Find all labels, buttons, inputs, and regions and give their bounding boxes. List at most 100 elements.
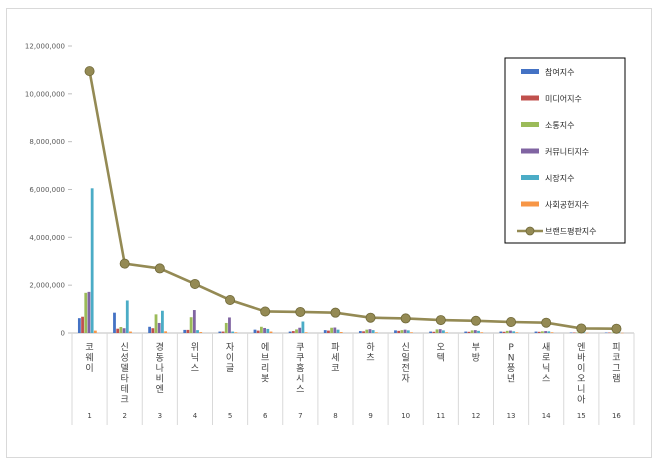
point-brand-reputation-경동나비엔 [154, 263, 165, 274]
bar-참여지수-오텍 [429, 331, 433, 333]
point-brand-reputation-자이글 [225, 294, 236, 305]
bar-커뮤니티지수-코웨이 [87, 291, 91, 333]
bar-시장지수-코웨이 [90, 188, 94, 333]
bar-참여지수-새로닉스 [534, 331, 538, 333]
x-rank-label: 12 [471, 412, 480, 420]
bar-참여지수-자이글 [218, 331, 222, 333]
bar-시장지수-PN풍년 [512, 331, 516, 333]
bar-미디어지수-파세코 [327, 330, 330, 333]
bar-사회공헌지수-신일전자 [410, 332, 413, 333]
legend-label: 사회공헌지수 [545, 201, 589, 210]
bar-시장지수-엔바이오니아 [582, 332, 586, 334]
x-rank-label: 1 [87, 412, 91, 420]
bar-커뮤니티지수-자이글 [228, 317, 231, 333]
bar-참여지수-쿠쿠홈시스 [288, 331, 292, 333]
bar-미디어지수-위닉스 [186, 329, 190, 333]
x-rank-label: 13 [507, 412, 516, 420]
bar-소통지수-신일전자 [400, 330, 404, 333]
y-tick-label: 0 [61, 330, 65, 338]
bar-미디어지수-피코그램 [608, 332, 611, 334]
legend-label: 미디어지수 [545, 94, 582, 104]
bar-시장지수-파세코 [336, 329, 340, 333]
x-rank-label: 16 [612, 412, 621, 420]
bar-참여지수-신성델타테크 [113, 312, 116, 333]
x-rank-label: 4 [193, 412, 198, 420]
legend-label: 시장지수 [545, 173, 574, 183]
x-rank-label: 11 [436, 412, 445, 420]
bar-사회공헌지수-PN풍년 [515, 332, 519, 333]
point-brand-reputation-PN풍년 [506, 316, 517, 327]
bar-시장지수-새로닉스 [547, 331, 551, 333]
bar-사회공헌지수-새로닉스 [550, 332, 554, 333]
bar-참여지수-신일전자 [394, 330, 397, 333]
bar-커뮤니티지수-에브리봇 [263, 327, 266, 333]
bar-커뮤니티지수-하츠 [368, 329, 372, 333]
bar-커뮤니티지수-위닉스 [192, 310, 196, 333]
point-brand-reputation-부방 [470, 315, 481, 326]
bar-시장지수-오텍 [442, 330, 445, 333]
point-brand-reputation-코웨이 [84, 66, 95, 77]
bar-미디어지수-에브리봇 [256, 330, 260, 333]
bar-소통지수-신성델타테크 [119, 327, 123, 333]
bar-커뮤니티지수-경동나비엔 [157, 322, 161, 333]
bar-소통지수-코웨이 [84, 292, 88, 333]
y-tick-label: 2,000,000 [29, 282, 65, 290]
bar-소통지수-자이글 [224, 322, 228, 333]
bar-참여지수-경동나비엔 [148, 326, 152, 333]
point-brand-reputation-에브리봇 [260, 306, 271, 317]
point-brand-reputation-신성델타테크 [119, 258, 130, 269]
bar-사회공헌지수-경동나비엔 [164, 331, 168, 333]
x-rank-label: 15 [577, 412, 586, 420]
bar-커뮤니티지수-PN풍년 [509, 330, 512, 333]
bar-참여지수-에브리봇 [253, 329, 257, 333]
bar-참여지수-피코그램 [604, 332, 608, 334]
bar-미디어지수-부방 [467, 331, 471, 333]
bar-사회공헌지수-하츠 [374, 332, 378, 333]
y-tick-label: 10,000,000 [25, 90, 65, 98]
point-brand-reputation-쿠쿠홈시스 [295, 306, 306, 317]
bar-시장지수-경동나비엔 [161, 310, 164, 333]
bar-미디어지수-코웨이 [81, 316, 84, 333]
legend-swatch-사회공헌지수 [521, 201, 539, 207]
bar-참여지수-코웨이 [77, 318, 81, 333]
bar-참여지수-하츠 [358, 331, 362, 333]
bar-참여지수-부방 [464, 331, 468, 333]
line-brand-reputation [88, 70, 617, 330]
bar-사회공헌지수-파세코 [339, 332, 343, 333]
bar-시장지수-쿠쿠홈시스 [301, 321, 305, 333]
bar-사회공헌지수-엔바이오니아 [585, 332, 589, 334]
bar-소통지수-파세코 [330, 327, 334, 333]
legend-label: 브랜드평판지수 [545, 226, 597, 236]
bar-소통지수-쿠쿠홈시스 [295, 329, 298, 333]
x-rank-label: 3 [158, 412, 162, 420]
x-rank-label: 8 [333, 412, 337, 420]
bar-미디어지수-하츠 [362, 331, 365, 333]
bar-시장지수-신일전자 [406, 330, 410, 333]
bar-시장지수-에브리봇 [266, 328, 270, 333]
bar-미디어지수-신성델타테크 [116, 328, 120, 333]
bar-미디어지수-경동나비엔 [151, 328, 155, 333]
legend-swatch-소통지수 [521, 122, 539, 127]
bar-소통지수-오텍 [435, 329, 439, 333]
legend-swatch-시장지수 [521, 175, 539, 180]
bar-미디어지수-자이글 [221, 331, 225, 333]
bar-커뮤니티지수-신일전자 [403, 329, 407, 333]
point-brand-reputation-엔바이오니아 [576, 323, 587, 334]
bar-소통지수-에브리봇 [259, 326, 263, 333]
x-rank-label: 6 [263, 412, 268, 420]
point-brand-reputation-피코그램 [611, 323, 622, 334]
x-rank-label: 2 [122, 412, 126, 420]
bar-참여지수-위닉스 [183, 329, 187, 333]
bar-미디어지수-오텍 [432, 331, 436, 333]
x-rank-label: 7 [298, 412, 302, 420]
x-rank-label: 5 [228, 412, 232, 420]
point-brand-reputation-새로닉스 [541, 317, 552, 328]
bar-소통지수-PN풍년 [505, 330, 509, 333]
